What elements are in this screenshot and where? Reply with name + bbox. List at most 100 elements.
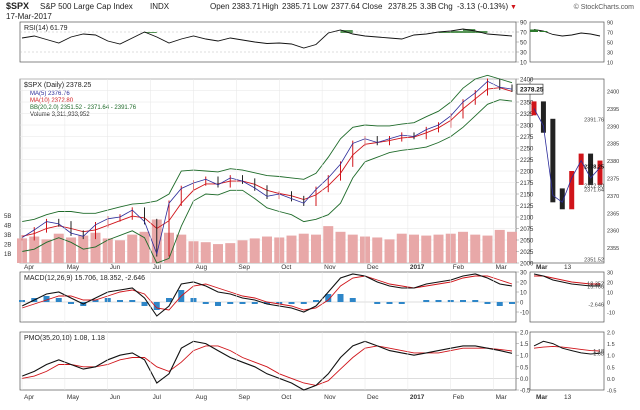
macd-histogram-bar [239,302,246,304]
rsi-legend: RSI(14) 61.79 [24,25,68,32]
zoom-pmo-line [533,340,601,355]
pmo-tick-label: 1.0 [520,354,529,360]
zoom-rsi-line [533,29,601,37]
volume-bar [262,236,272,263]
symbol: $SPX [6,1,29,11]
rsi-overbought-fill [450,31,463,33]
zoom-rsi-tick-label: 70 [607,31,613,37]
month-label: Feb [453,394,465,401]
volume-bar [237,240,248,263]
zoom-x-label: 13 [564,394,572,401]
macd-histogram-bar [153,302,160,310]
close-value: 2378.25 [388,2,417,11]
macd-histogram-bar [374,302,381,304]
zoom-price-tick-label: 2400 [607,89,619,95]
volume-bar [213,244,223,263]
macd-signal-line [21,275,513,311]
volume-bar [433,234,444,263]
price-tick-label: 2350 [520,101,534,107]
high-value: 2385.71 [282,2,311,11]
price-tick-label: 2100 [520,216,534,222]
zoom-pmo-tick-label: 0.0 [607,377,615,383]
zoom-pmo-label: 1.08 [593,351,604,357]
price-tick-label: 2175 [520,181,534,187]
volume-bar [298,233,309,263]
month-label: Mar [496,264,508,271]
rsi-panel-frame [19,21,517,63]
rsi-overbought-fill [144,32,157,33]
macd-legend: MACD(12,26,9) 15.706, 18.352, -2.646 [24,275,145,282]
pmo-tick-label: 0.5 [520,365,529,371]
zoom-price-tick-label: 2360 [607,229,619,235]
zoom-macd-tick-label: 0 [607,301,610,307]
zoom-price-tick-label: 2375 [607,176,619,182]
current-price-tag [516,83,544,95]
pmo-tick-label: -0.5 [520,389,531,395]
chart-marks: 90 70 50 30 10 2400 2375 2350 2325 2300 2275 2250 22… [4,21,619,402]
zoom-price-tick-label: 2355 [607,246,619,252]
zoom-candle [540,101,546,133]
macd-line [21,273,513,317]
price-tick-label: 2125 [520,204,534,210]
pmo-tick-label: 2.0 [520,331,529,337]
month-label: Apr [24,264,35,271]
zoom-x-label: 13 [564,264,572,271]
macd-histogram-bar [472,300,479,302]
zoom-macd-tick-label: 20 [607,281,613,287]
rsi-tick-label: 30 [520,51,527,57]
macd-panel-frame [19,271,517,323]
month-label: Sep [238,264,250,271]
chg-down-icon: ▼ [510,4,517,11]
rsi-line [21,28,513,49]
close-label: Close [362,2,383,11]
macd-histogram-bar [460,300,466,302]
zoom-rsi-fill [539,31,548,32]
month-label: Aug [196,394,208,401]
volume-bar [127,234,138,263]
price-tick-label: 2025 [520,250,534,256]
macd-histogram-bar [435,300,442,302]
zoom-price-tick-label: 2380 [607,159,619,165]
volume-bar [384,239,395,263]
price-tick-label: 2400 [520,78,534,84]
volume-bar [225,243,236,263]
rsi-overbought-fill [475,31,488,33]
zoom-price-frame [529,78,605,264]
month-label: Dec [367,264,379,271]
volume-bar [421,235,432,263]
zoom-macd-tick-label: 10 [607,291,613,297]
volume-value: 3.3B [420,2,436,11]
quote-date: 17-Mar-2017 [6,12,52,21]
volume-bar [323,226,334,263]
month-label: Mar [496,394,508,401]
price-tick-label: 2325 [520,112,534,118]
macd-histogram-bar [423,300,430,302]
rsi-overbought-fill [463,29,476,33]
macd-tick-label: -10 [520,311,529,317]
macd-histogram-bar [202,302,209,304]
price-tick-label: 2250 [520,147,534,153]
price-tick-label: 2050 [520,239,534,245]
zoom-rsi-tick-label: 90 [607,21,613,27]
month-label: Feb [453,264,465,271]
zoom-candle [550,118,556,203]
pmo-line [21,340,513,391]
volume-bar [458,231,468,263]
zoom-price-label: 2371.64 [584,188,604,194]
macd-histogram-bar [92,300,99,302]
zoom-candle [569,171,575,210]
pmo-tick-label: 0.0 [520,377,529,383]
zoom-rsi-fill [530,29,538,32]
zoom-price-tick-label: 2370 [607,194,619,200]
zoom-rsi-tick-label: 30 [607,51,613,57]
zoom-x-label: Mar [536,394,548,401]
volume-bar [29,236,40,263]
pmo-panel-frame [19,331,517,391]
pmo-signal-line [21,345,513,386]
open-value: 2383.71 [232,2,261,11]
zoom-pmo-signal-line [533,345,601,352]
macd-histogram-bar [117,300,123,302]
volume-bar [90,232,101,263]
